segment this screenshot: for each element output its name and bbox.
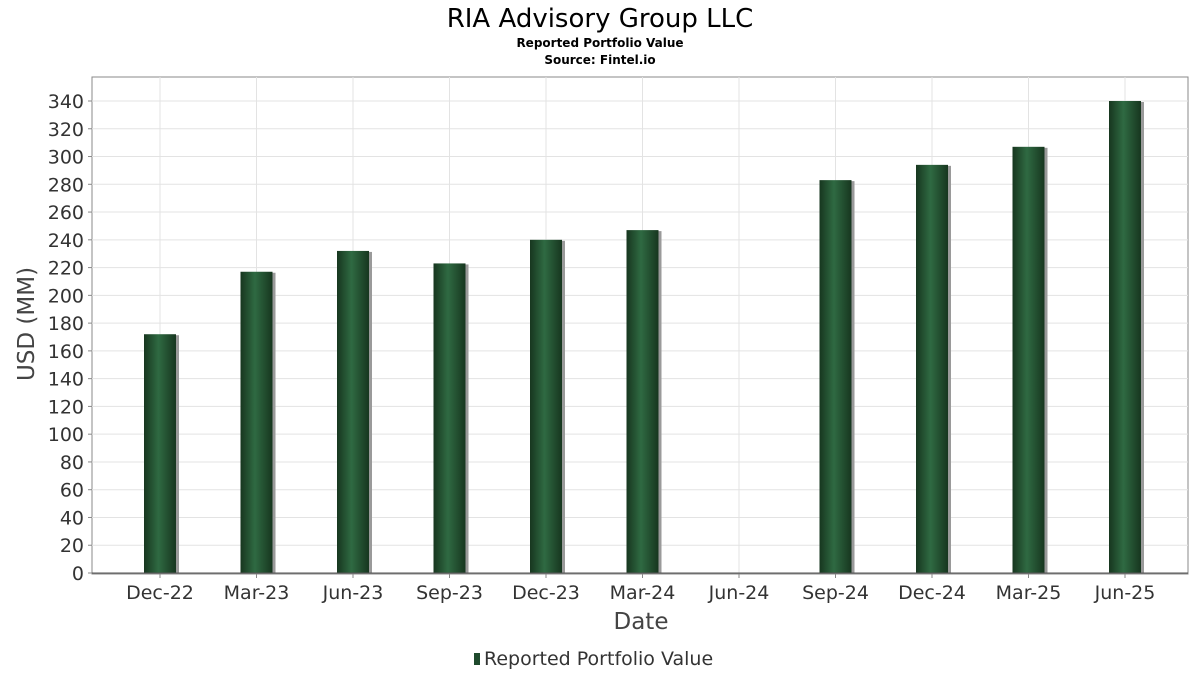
bar-dec-23 [530,239,562,573]
bar-mar-24 [626,230,659,573]
bar-sep-24 [819,180,852,574]
x-tick-label: Jun-24 [708,582,770,604]
x-tick-label: Mar-25 [996,582,1062,604]
y-tick-label: 100 [48,424,84,446]
y-tick-label: 280 [48,174,84,196]
x-tick-label: Sep-23 [416,582,483,604]
bar-mar-25 [1012,146,1045,573]
x-tick-label: Jun-23 [322,582,384,604]
legend-label: Reported Portfolio Value [484,648,713,670]
y-tick-label: 140 [48,369,84,391]
y-tick-label: 320 [48,119,84,141]
chart-title: RIA Advisory Group LLC [447,4,754,34]
legend-swatch [474,653,480,665]
y-tick-label: 220 [48,258,84,280]
x-tick-label: Dec-22 [126,582,194,604]
y-tick-label: 120 [48,396,84,418]
y-tick-label: 180 [48,313,84,335]
chart-source: Source: Fintel.io [544,53,655,67]
bar-jun-23 [337,250,369,573]
x-axis-ticks: Dec-22 Mar-23 Jun-23 Sep-23 Dec-23 Mar-24 Jun-… [126,573,1155,604]
bar-dec-24 [916,164,948,573]
x-tick-label: Jun-25 [1094,582,1156,604]
y-tick-label: 340 [48,91,84,113]
y-axis-title: USD (MM) [14,267,40,381]
bar-dec-22 [144,334,176,573]
bar-series [144,101,1144,574]
y-tick-label: 300 [48,147,84,169]
y-tick-label: 0 [72,563,84,585]
y-tick-label: 160 [48,341,84,363]
x-tick-label: Dec-23 [512,582,580,604]
x-tick-label: Sep-24 [802,582,869,604]
bar-sep-23 [433,263,466,573]
y-tick-label: 80 [60,452,84,474]
y-tick-label: 260 [48,202,84,224]
bar-mar-23 [240,271,273,573]
y-tick-label: 60 [60,480,84,502]
chart-subtitle: Reported Portfolio Value [516,36,683,50]
bar-jun-25 [1109,101,1141,573]
legend: Reported Portfolio Value [474,648,713,670]
x-axis-title: Date [614,609,669,635]
x-tick-label: Mar-24 [610,582,676,604]
y-tick-label: 240 [48,230,84,252]
y-axis-ticks: 0 20 40 60 80 100 120 140 160 180 200 220 240 260 280 3… [48,91,92,585]
y-tick-label: 20 [60,535,84,557]
y-tick-label: 200 [48,285,84,307]
x-tick-label: Mar-23 [224,582,290,604]
y-tick-label: 40 [60,507,84,529]
x-tick-label: Dec-24 [898,582,966,604]
